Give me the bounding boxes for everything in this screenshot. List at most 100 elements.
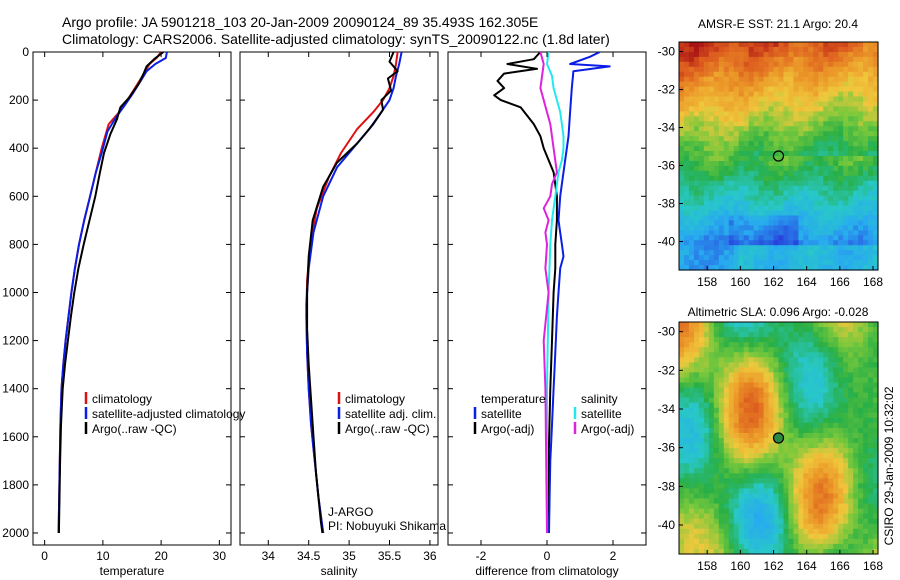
map-cell — [833, 260, 839, 266]
map-cell — [828, 352, 834, 358]
map-cell — [743, 468, 750, 474]
map-cell — [788, 81, 795, 88]
map-cell — [783, 175, 790, 182]
map-cell — [843, 427, 849, 434]
map-cell — [713, 468, 720, 474]
map-cell — [873, 175, 879, 182]
map-cell — [848, 478, 854, 484]
map-y-tick-label: -38 — [658, 197, 676, 211]
map-cell — [853, 513, 859, 520]
map-cell — [803, 165, 809, 172]
map-cell — [773, 250, 780, 256]
map-cell — [698, 61, 705, 68]
map-cell — [813, 215, 819, 222]
map-cell — [713, 121, 720, 127]
map-cell — [828, 448, 834, 454]
map-cell — [723, 397, 730, 404]
map-cell — [763, 523, 770, 530]
map-cell — [848, 332, 854, 338]
map-cell — [688, 76, 695, 83]
map-cell — [753, 131, 760, 137]
map-cell — [703, 136, 710, 142]
map-cell — [688, 407, 695, 414]
map-cell — [708, 322, 715, 328]
map-cell — [728, 468, 735, 474]
map-cell — [828, 427, 834, 434]
map-cell — [753, 91, 760, 98]
map-cell — [848, 91, 854, 98]
map-cell — [778, 86, 785, 93]
map-cell — [823, 337, 829, 343]
map-cell — [688, 245, 695, 251]
map-cell — [728, 170, 735, 177]
map-cell — [848, 347, 854, 353]
map-cell — [808, 443, 814, 449]
map-cell — [698, 96, 705, 103]
map-cell — [698, 101, 705, 108]
map-cell — [713, 427, 720, 434]
map-cell — [868, 76, 874, 83]
map-cell — [783, 468, 790, 474]
map-cell — [728, 255, 735, 261]
map-cell — [763, 101, 770, 108]
map-cell — [838, 260, 844, 266]
map-cell — [793, 352, 799, 358]
map-cell — [768, 488, 775, 495]
map-cell — [813, 488, 819, 495]
map-cell — [808, 322, 814, 328]
map-cell — [808, 432, 814, 439]
map-cell — [708, 438, 715, 444]
map-cell — [868, 200, 874, 207]
map-cell — [718, 131, 725, 137]
map-cell — [763, 508, 770, 515]
map-cell — [783, 387, 790, 394]
map-cell — [758, 111, 765, 117]
map-cell — [798, 160, 804, 167]
map-cell — [743, 126, 750, 132]
map-cell — [848, 141, 854, 147]
map-cell — [863, 66, 869, 73]
map-cell — [753, 523, 760, 530]
map-cell — [708, 397, 715, 404]
map-cell — [853, 443, 859, 449]
map-cell — [703, 225, 710, 231]
map-cell — [783, 245, 790, 251]
map-cell — [868, 528, 874, 535]
map-cell — [773, 503, 780, 510]
map-cell — [788, 250, 795, 256]
x-tick-label: 35.5 — [378, 549, 402, 563]
map-cell — [748, 245, 755, 251]
map-cell — [798, 402, 804, 409]
map-cell — [743, 498, 750, 505]
map-cell — [803, 533, 809, 540]
map-cell — [803, 76, 809, 83]
map-cell — [853, 458, 859, 464]
map-cell — [733, 473, 740, 479]
map-cell — [688, 220, 695, 226]
map-cell — [788, 136, 795, 142]
map-cell — [788, 322, 795, 328]
map-cell — [843, 422, 849, 429]
map-cell — [679, 225, 685, 231]
map-cell — [858, 265, 864, 271]
map-cell — [693, 513, 700, 520]
map-cell — [783, 71, 790, 78]
map-cell — [793, 180, 799, 187]
map-cell — [713, 412, 720, 419]
map-cell — [688, 235, 695, 241]
map-cell — [838, 463, 844, 469]
map-cell — [753, 61, 760, 68]
map-cell — [873, 387, 879, 394]
map-cell — [778, 51, 785, 58]
map-cell — [838, 136, 844, 142]
map-cell — [713, 417, 720, 424]
map-cell — [823, 493, 829, 500]
map-cell — [763, 245, 770, 251]
map-cell — [788, 427, 795, 434]
map-cell — [748, 126, 755, 132]
map-cell — [818, 160, 824, 167]
map-cell — [843, 518, 849, 525]
map-cell — [833, 417, 839, 424]
map-cell — [723, 106, 730, 112]
map-cell — [853, 523, 859, 530]
